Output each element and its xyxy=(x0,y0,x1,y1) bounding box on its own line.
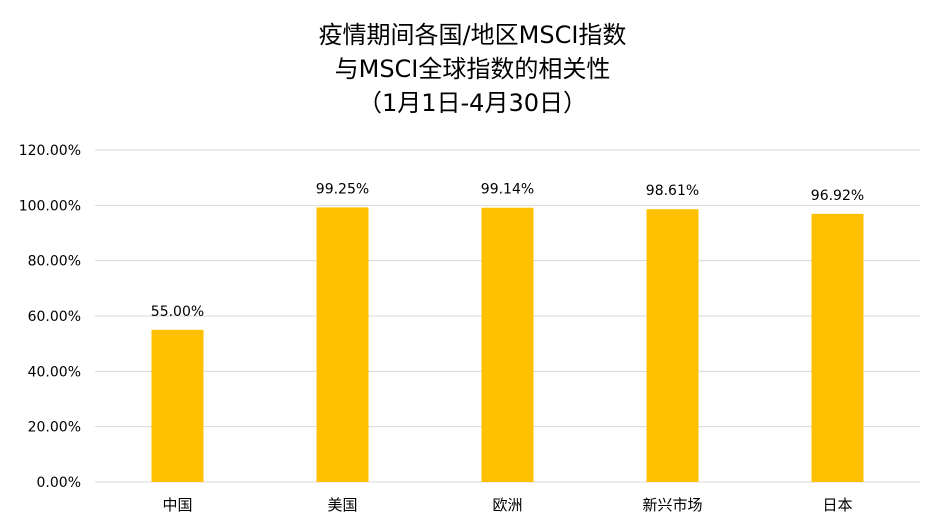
x-tick-label: 中国 xyxy=(162,496,192,514)
x-axis-tick-labels: 中国 美国 欧洲 新兴市场 日本 xyxy=(162,496,852,514)
x-tick-label: 新兴市场 xyxy=(642,496,702,514)
x-tick-label: 日本 xyxy=(822,496,852,514)
chart-title-line-1: 疫情期间各国/地区MSCI指数 xyxy=(318,21,627,49)
x-tick-label: 美国 xyxy=(327,496,357,514)
data-label: 55.00% xyxy=(151,304,204,320)
bar xyxy=(151,329,204,482)
chart-title-line-3: （1月1日-4月30日） xyxy=(357,89,587,117)
x-tick-label: 欧洲 xyxy=(492,496,522,514)
y-tick-label: 60.00% xyxy=(28,309,81,325)
chart-title-line-2: 与MSCI全球指数的相关性 xyxy=(334,55,611,83)
data-labels: 55.00% 99.25% 99.14% 98.61% 96.92% xyxy=(151,181,864,319)
y-tick-label: 40.00% xyxy=(28,364,81,380)
y-tick-label: 80.00% xyxy=(28,254,81,270)
bar xyxy=(481,207,534,483)
bar xyxy=(811,213,864,482)
data-label: 96.92% xyxy=(811,188,864,204)
data-label: 99.25% xyxy=(316,181,369,197)
y-tick-label: 0.00% xyxy=(37,475,81,491)
bar xyxy=(646,209,699,482)
data-label: 98.61% xyxy=(646,183,699,199)
y-axis-tick-labels: 0.00% 20.00% 40.00% 60.00% 80.00% 100.00% 120.… xyxy=(19,143,81,491)
data-label: 99.14% xyxy=(481,182,534,198)
bar xyxy=(316,207,369,483)
y-tick-label: 20.00% xyxy=(28,420,81,436)
y-tick-label: 100.00% xyxy=(19,198,81,214)
bars xyxy=(151,207,864,483)
chart-title: 疫情期间各国/地区MSCI指数 与MSCI全球指数的相关性 （1月1日-4月30… xyxy=(0,18,945,120)
y-tick-label: 120.00% xyxy=(19,143,81,159)
